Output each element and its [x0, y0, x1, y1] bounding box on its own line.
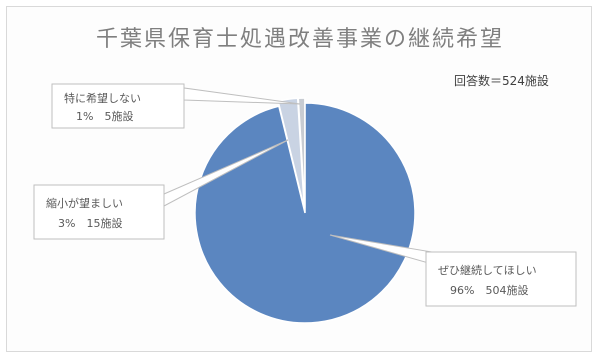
chart-title: 千葉県保育士処遇改善事業の継続希望 [96, 27, 504, 52]
slice-no-preference [297, 97, 306, 209]
respondent-count-note: 回答数＝524施設 [454, 73, 549, 88]
callout-box [51, 83, 185, 129]
callout-value-label: 1% 5施設 [76, 109, 133, 123]
pie-slices [194, 97, 416, 324]
callout-box [425, 251, 577, 307]
callout-box [33, 184, 165, 240]
callout-continue: ぜひ継続してほしい 96% 504施設 [329, 234, 577, 307]
callout-no-preference: 特に希望しない 1% 5施設 [51, 83, 301, 129]
callout-reduce: 縮小が望ましい 3% 15施設 [33, 139, 289, 240]
callout-value-label: 96% 504施設 [450, 283, 528, 297]
callout-value-label: 3% 15施設 [58, 216, 122, 230]
callout-category-label: 特に希望しない [64, 91, 141, 105]
callout-category-label: 縮小が望ましい [46, 196, 123, 210]
callout-leader [183, 87, 301, 105]
callouts: ぜひ継続してほしい 96% 504施設 縮小が望ましい 3% 15施設 特に希望しない 1… [33, 83, 577, 307]
callout-category-label: ぜひ継続してほしい [438, 263, 537, 277]
